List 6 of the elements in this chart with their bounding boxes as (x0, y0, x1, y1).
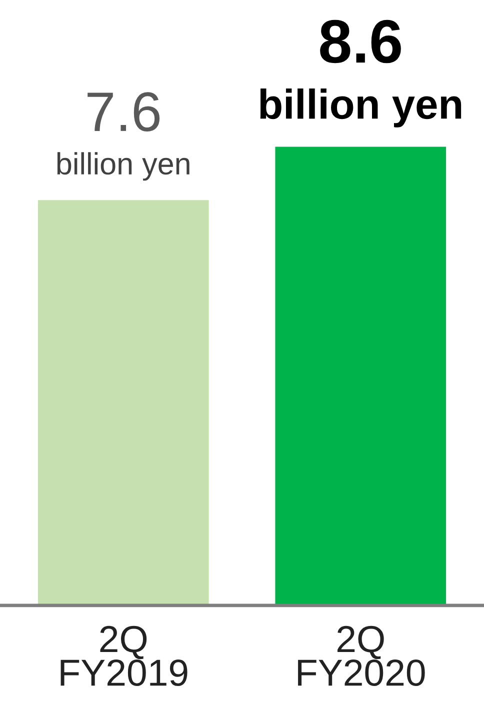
annotation: billion yen (260, 88, 462, 128)
x-tick-label: 2Q FY2019 (60, 626, 188, 686)
annotation: billion yen (57, 152, 190, 181)
data-label: 8.6 (320, 20, 401, 64)
data-label: 7.6 (88, 92, 160, 132)
x-tick-label: 2Q FY2020 (298, 626, 425, 686)
